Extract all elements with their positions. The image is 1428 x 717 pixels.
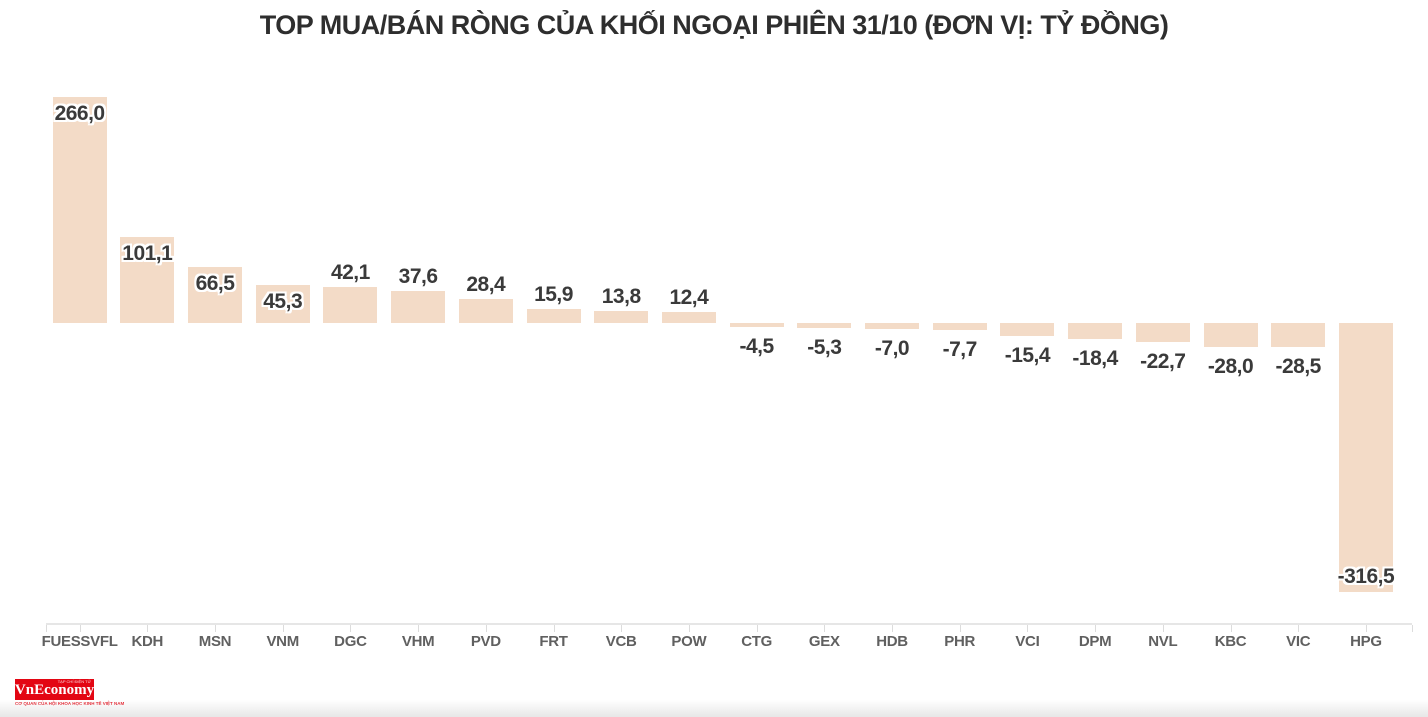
bar-PVD — [458, 298, 513, 323]
bottom-gradient-band — [0, 700, 1428, 717]
bar-KDH — [120, 237, 175, 323]
value-label-HDB: -7,0 — [874, 336, 910, 360]
logo-microtext: TẠP CHÍ ĐIỆN TỬ — [57, 679, 91, 684]
x-axis-tick — [553, 625, 555, 632]
x-axis-tick — [1162, 625, 1164, 632]
value-label-KDH: 101,1 — [122, 242, 173, 266]
bar-DGC — [323, 287, 378, 323]
x-axis-label-VCB: VCB — [605, 633, 637, 650]
bar-HPG — [1338, 323, 1393, 592]
x-axis-label-MSN: MSN — [198, 633, 232, 650]
x-axis-label-FUESSVFL: FUESSVFL — [41, 633, 118, 650]
value-label-VCB: 13,8 — [601, 285, 641, 309]
chart-title: TOP MUA/BÁN RÒNG CỦA KHỐI NGOẠI PHIÊN 31… — [259, 10, 1169, 40]
x-axis-label-NVL: NVL — [1148, 633, 1178, 650]
bar-MSN — [188, 266, 242, 323]
x-axis-tick — [1298, 625, 1300, 632]
x-axis-label-VHM: VHM — [401, 633, 435, 650]
value-label-CTG: -4,5 — [739, 334, 775, 358]
value-label-NVL: -22,7 — [1140, 350, 1186, 374]
x-axis-label-FRT: FRT — [539, 633, 568, 650]
value-label-VNM: 45,3 — [263, 289, 303, 313]
x-axis-label-HPG: HPG — [1350, 633, 1382, 650]
bar-PHR — [932, 323, 987, 330]
bar-VNM — [255, 284, 310, 323]
x-axis-tick — [824, 625, 826, 632]
x-axis-tick — [282, 625, 284, 632]
bar-HDB — [865, 323, 919, 329]
x-axis-tick — [1230, 625, 1232, 632]
bar-POW — [661, 312, 716, 323]
x-axis-label-CTG: CTG — [741, 633, 772, 650]
x-axis-tick — [688, 625, 690, 632]
x-axis-tick — [79, 625, 81, 632]
bar-VCB — [594, 311, 649, 323]
value-label-GEX: -5,3 — [807, 335, 842, 359]
x-axis-label-KBC: KBC — [1214, 633, 1247, 650]
x-axis-label-KDH: KDH — [131, 633, 164, 650]
x-axis-tick — [756, 625, 758, 632]
x-axis-label-VNM: VNM — [266, 633, 299, 650]
bar-VCI — [1000, 323, 1055, 337]
x-axis-end-tick — [46, 625, 47, 632]
bar-DPM — [1068, 323, 1123, 339]
x-axis-label-HDB: HDB — [876, 633, 908, 650]
bar-FUESSVFL — [52, 97, 107, 323]
x-axis-tick — [418, 625, 420, 632]
bar-CTG — [729, 323, 784, 327]
value-label-HPG: -316,5 — [1337, 564, 1395, 588]
vneconomy-logo: TẠP CHÍ ĐIỆN TỬ VnEconomy — [15, 679, 94, 700]
value-label-POW: 12,4 — [669, 286, 709, 310]
x-axis-tick — [1095, 625, 1097, 632]
x-axis-tick — [215, 625, 216, 632]
value-label-PHR: -7,7 — [942, 337, 978, 361]
logo-brand-text: VnEconomy — [14, 682, 95, 698]
x-axis-tick — [621, 625, 623, 632]
bar-NVL — [1135, 323, 1190, 343]
value-label-MSN: 66,5 — [195, 271, 235, 295]
value-label-DPM: -18,4 — [1072, 346, 1118, 370]
value-label-DGC: 42,1 — [330, 261, 370, 285]
value-label-FRT: 15,9 — [534, 283, 573, 307]
value-label-VIC: -28,5 — [1275, 355, 1322, 379]
bar-KBC — [1203, 323, 1258, 347]
value-label-KBC: -28,0 — [1207, 354, 1254, 378]
x-axis-end-tick — [1412, 625, 1413, 632]
value-label-FUESSVFL: 266,0 — [54, 102, 106, 125]
bar-GEX — [797, 323, 852, 328]
x-axis-tick — [1365, 625, 1367, 632]
value-label-VCI: -15,4 — [1004, 344, 1051, 368]
value-label-PVD: 28,4 — [466, 272, 506, 296]
x-axis-label-POW: POW — [671, 633, 707, 650]
x-axis-line — [46, 623, 1412, 625]
x-axis-tick — [350, 625, 352, 632]
bar-FRT — [526, 309, 581, 323]
bar-VHM — [391, 291, 446, 323]
x-axis-tick — [1027, 625, 1029, 632]
x-axis-label-VCI: VCI — [1015, 633, 1040, 650]
x-axis-label-VIC: VIC — [1286, 633, 1311, 650]
x-axis-label-PHR: PHR — [944, 633, 976, 650]
x-axis-tick — [147, 625, 149, 632]
x-axis-label-DPM: DPM — [1078, 633, 1112, 650]
x-axis-label-DGC: DGC — [334, 633, 367, 650]
x-axis-label-GEX: GEX — [808, 633, 840, 650]
x-axis-tick — [892, 625, 893, 632]
value-label-VHM: 37,6 — [398, 265, 438, 289]
x-axis-tick — [959, 625, 961, 632]
x-axis-label-PVD: PVD — [470, 633, 501, 650]
x-axis-tick — [485, 625, 487, 632]
bar-VIC — [1271, 323, 1326, 348]
